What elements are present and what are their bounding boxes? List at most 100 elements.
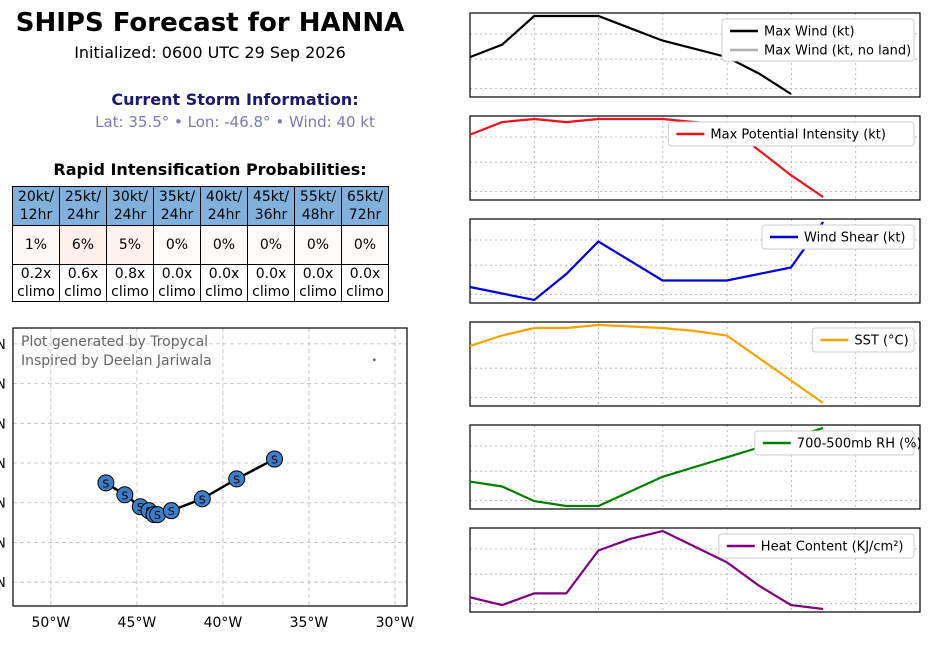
legend-label: Wind Shear (kt) <box>804 231 906 246</box>
ri-window-header: 55kt/48hr <box>294 186 342 226</box>
ri-window-hours: 24hr <box>207 207 241 223</box>
legend-box <box>667 121 915 147</box>
ri-window-hours: 72hr <box>348 207 382 223</box>
storm-marker-label: S <box>137 501 144 514</box>
ships-panel: 700-500mb RH (%) <box>469 424 922 510</box>
legend-label: Max Potential Intensity (kt) <box>710 128 886 143</box>
ri-probability: 0% <box>341 225 389 265</box>
ri-climo-row: 0.2x climo 0.6x climo 0.8x climo 0.0x climo 0.0x… <box>12 264 389 302</box>
ri-climo: 0.0x climo <box>247 264 295 302</box>
ri-window-hours: 24hr <box>66 207 100 223</box>
legend-label: Max Wind (kt, no land) <box>764 44 911 59</box>
map-frame <box>12 327 408 607</box>
legend-box <box>811 327 915 353</box>
legend-box <box>721 18 915 62</box>
ri-probability: 6% <box>59 225 107 265</box>
storm-track-point: S <box>266 450 284 468</box>
map-lon-tick-label: 45°W <box>118 615 157 631</box>
ri-window-intensity: 35kt/ <box>158 189 196 205</box>
ri-window-hours: 48hr <box>301 207 335 223</box>
ri-probability: 1% <box>12 225 60 265</box>
ri-climo-value: 0.0x <box>349 266 381 282</box>
ri-window-hours: 24hr <box>160 207 194 223</box>
ri-climo: 0.0x climo <box>341 264 389 302</box>
ri-climo-label: climo <box>111 284 149 300</box>
ri-probability: 0% <box>247 225 295 265</box>
ri-climo: 0.0x climo <box>294 264 342 302</box>
ri-probability: 0% <box>294 225 342 265</box>
page-title: SHIPS Forecast for HANNA <box>15 8 405 38</box>
ri-probability: 0% <box>153 225 201 265</box>
map-lon-tick-label: 30°W <box>376 615 415 631</box>
storm-marker <box>97 474 115 492</box>
ri-climo: 0.2x climo <box>12 264 60 302</box>
ri-climo-value: 0.6x <box>67 266 99 282</box>
ri-window-intensity: 65kt/ <box>346 189 384 205</box>
ri-climo-label: climo <box>299 284 337 300</box>
legend-box <box>754 430 915 456</box>
storm-marker <box>228 470 246 488</box>
series-line <box>469 323 824 404</box>
legend-label: 700-500mb RH (%) <box>797 437 922 452</box>
ri-climo: 0.0x climo <box>153 264 201 302</box>
ri-window-hours: 24hr <box>113 207 147 223</box>
series-line <box>469 14 792 95</box>
storm-marker-label: S <box>199 493 206 506</box>
ri-climo-label: climo <box>17 284 55 300</box>
storm-track-point: S <box>193 490 211 508</box>
track-map: N N N N N N N 50°W 45°W 40°W 35°W 30°W Plot generate… <box>0 327 415 631</box>
ri-table: 20kt/12hr 25kt/24hr 30kt/24hr 35kt/24hr 40kt… <box>12 186 389 302</box>
ships-panel: Max Potential Intensity (kt) <box>469 115 921 201</box>
panel-frame <box>469 424 921 510</box>
legend-label: SST (°C) <box>854 334 908 349</box>
panel-frame <box>469 218 921 304</box>
ri-window-hours: 12hr <box>19 207 53 223</box>
ri-probability: 5% <box>106 225 154 265</box>
storm-track-line <box>105 457 276 516</box>
current-storm-info: Lat: 35.5° • Lon: -46.8° • Wind: 40 kt <box>95 113 375 131</box>
storm-marker-label: S <box>121 489 128 502</box>
ri-window-header: 45kt/36hr <box>247 186 295 226</box>
map-credit: Inspired by Deelan Jariwala <box>21 353 212 369</box>
ri-window-intensity: 25kt/ <box>64 189 102 205</box>
ri-header-row: 20kt/12hr 25kt/24hr 30kt/24hr 35kt/24hr 40kt… <box>12 186 389 226</box>
ri-climo-label: climo <box>64 284 102 300</box>
series-line <box>469 529 824 611</box>
ships-panels: Max Wind (kt) Max Wind (kt, no land) Max P… <box>469 12 922 613</box>
ships-panel: Heat Content (KJ/cm²) <box>469 527 921 613</box>
init-time: Initialized: 0600 UTC 29 Sep 2026 <box>74 43 346 62</box>
ri-climo: 0.0x climo <box>200 264 248 302</box>
map-lon-tick-label: 35°W <box>290 615 329 631</box>
ri-window-header: 20kt/12hr <box>12 186 60 226</box>
ri-climo-label: climo <box>205 284 243 300</box>
ri-climo-value: 0.0x <box>161 266 193 282</box>
map-credit: Plot generated by Tropycal <box>21 334 208 350</box>
storm-marker <box>162 502 180 520</box>
legend-box <box>718 533 915 559</box>
panel-frame <box>469 115 921 201</box>
ri-climo: 0.8x climo <box>106 264 154 302</box>
ri-window-hours: 36hr <box>254 207 288 223</box>
ri-window-intensity: 55kt/ <box>299 189 337 205</box>
ri-window-header: 35kt/24hr <box>153 186 201 226</box>
legend-label: Max Wind (kt) <box>764 25 855 40</box>
map-lat-tick-label: N <box>0 417 6 432</box>
ri-prob-row: 1% 6% 5% 0% 0% 0% 0% 0% <box>12 225 389 265</box>
storm-track-point: S <box>97 474 115 492</box>
map-lon-tick-label: 50°W <box>32 615 71 631</box>
map-lat-tick-label: N <box>0 378 6 393</box>
storm-marker-label: S <box>168 505 175 518</box>
ri-climo-label: climo <box>158 284 196 300</box>
panel-frame <box>469 527 921 613</box>
storm-track-point: S <box>162 502 180 520</box>
current-storm-heading: Current Storm Information: <box>111 90 359 109</box>
storm-track-point: S <box>228 470 246 488</box>
storm-marker <box>116 486 134 504</box>
ships-panel: Max Wind (kt) Max Wind (kt, no land) <box>469 12 921 98</box>
ri-window-intensity: 30kt/ <box>111 189 149 205</box>
ri-climo-value: 0.8x <box>114 266 146 282</box>
ri-climo: 0.6x climo <box>59 264 107 302</box>
map-lat-tick-label: N <box>0 536 6 551</box>
legend-label: Heat Content (KJ/cm²) <box>761 540 904 555</box>
ri-climo-label: climo <box>346 284 384 300</box>
